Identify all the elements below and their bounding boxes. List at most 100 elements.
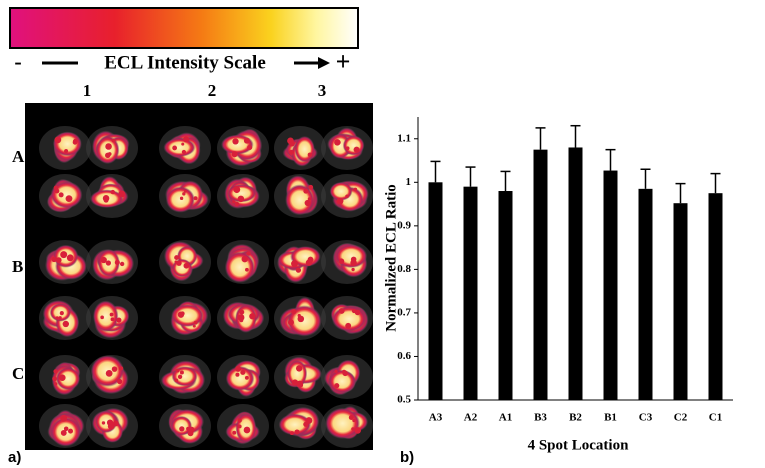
spot-fleck: [289, 431, 294, 436]
spot-lobe: [329, 181, 353, 201]
ecl-spot: [217, 126, 269, 170]
spot-fleck: [110, 189, 116, 195]
ecl-spot: [159, 296, 211, 340]
spot-fleck: [60, 429, 67, 436]
spot-fleck: [351, 308, 357, 314]
bar: [463, 186, 478, 400]
spot-fleck: [176, 260, 182, 266]
spot-fleck: [235, 372, 240, 377]
spot-fleck: [58, 316, 62, 320]
spot-fleck: [54, 136, 62, 144]
spot-fleck: [308, 184, 314, 190]
ecl-spot: [39, 240, 91, 284]
spot-fleck: [107, 152, 112, 156]
spot-fleck: [246, 251, 251, 256]
x-tick-label: B1: [604, 412, 617, 424]
ecl-spot: [159, 126, 211, 170]
y-tick-label: 0.6: [397, 350, 411, 362]
spot-fleck: [118, 190, 126, 198]
spot-fleck: [239, 309, 245, 315]
spot-fleck: [235, 365, 242, 372]
spot-fleck: [237, 418, 242, 423]
spot-fleck: [352, 418, 356, 423]
spot-lobe: [170, 415, 193, 436]
row-label: A: [12, 147, 25, 166]
panel-label: b): [400, 449, 414, 466]
ecl-spot: [274, 404, 326, 448]
spot-fleck: [294, 429, 300, 435]
ecl-spot: [321, 355, 373, 399]
bar: [568, 147, 583, 400]
spot-fleck: [345, 194, 349, 199]
ecl-spot: [274, 174, 326, 218]
spot-fleck: [350, 256, 357, 263]
spot-fleck: [334, 383, 340, 389]
ecl-spot: [274, 126, 326, 170]
ecl-spot: [321, 404, 373, 448]
x-tick-label: C1: [709, 412, 722, 424]
spot-lobe: [290, 246, 321, 268]
spot-fleck: [334, 139, 341, 146]
spot-fleck: [55, 316, 59, 320]
spot-fleck: [114, 259, 120, 266]
spot-fleck: [102, 195, 110, 202]
y-tick-label: 0.7: [397, 306, 411, 318]
spot-fleck: [345, 146, 350, 151]
spot-fleck: [52, 376, 58, 382]
ecl-spot: [217, 240, 269, 284]
spot-fleck: [303, 421, 309, 427]
spot-fleck: [353, 187, 358, 192]
spot-fleck: [110, 317, 115, 322]
ecl-spot: [217, 404, 269, 448]
scale-plus: +: [336, 47, 351, 76]
ecl-spot: [274, 355, 326, 399]
spot-fleck: [179, 196, 184, 201]
spot-fleck: [233, 186, 241, 194]
ecl-spot: [86, 296, 138, 340]
spot-fleck: [187, 430, 194, 437]
ecl-spot: [86, 126, 138, 170]
x-tick-label: A2: [464, 412, 478, 424]
spot-lobe: [165, 186, 195, 213]
spot-fleck: [72, 140, 78, 145]
x-tick-label: B3: [534, 412, 547, 424]
bar: [673, 203, 688, 400]
ecl-spot: [159, 240, 211, 284]
x-tick-label: A1: [499, 412, 512, 424]
spot-fleck: [336, 197, 344, 205]
spot-fleck: [342, 370, 348, 377]
row-label: C: [12, 364, 24, 383]
spot-fleck: [232, 138, 239, 145]
y-tick-label: 1.1: [397, 132, 411, 144]
spot-fleck: [100, 256, 107, 264]
y-tick-label: 0.8: [397, 263, 411, 275]
spot-fleck: [111, 138, 116, 143]
spot-fleck: [118, 366, 124, 371]
spot-fleck: [304, 199, 311, 207]
row-label: B: [12, 257, 23, 276]
x-tick-label: C2: [674, 412, 688, 424]
spot-fleck: [58, 374, 66, 382]
spot-fleck: [119, 261, 125, 267]
spot-fleck: [105, 260, 112, 266]
spot-fleck: [242, 256, 247, 261]
y-tick-label: 0.5: [397, 394, 411, 406]
spot-fleck: [348, 415, 354, 420]
spot-fleck: [295, 365, 303, 372]
spot-fleck: [287, 137, 294, 145]
spot-lobe: [171, 366, 198, 387]
x-tick-label: C3: [639, 412, 653, 424]
spot-fleck: [66, 254, 74, 262]
spot-lobe: [163, 137, 196, 157]
ecl-spot: [274, 296, 326, 340]
scale-label: ECL Intensity Scale: [104, 52, 266, 73]
panel-label: a): [8, 449, 21, 466]
ecl-spot: [321, 296, 373, 340]
spot-lobe: [171, 304, 204, 327]
spot-fleck: [245, 267, 249, 272]
spot-fleck: [68, 428, 74, 434]
spot-lobe: [328, 369, 356, 394]
ecl-spot: [217, 355, 269, 399]
spot-fleck: [109, 312, 114, 317]
